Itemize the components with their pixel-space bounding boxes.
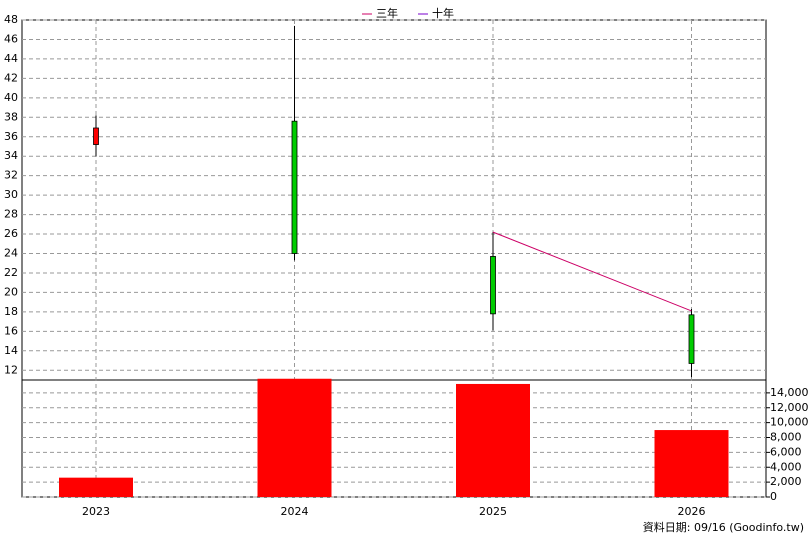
x-tick-label: 2023 <box>82 505 110 518</box>
y-tick-label: 26 <box>4 227 18 240</box>
y2-tick-label: 12,000 <box>770 401 808 414</box>
y2-tick-label: 6,000 <box>770 445 802 458</box>
y2-tick-label: 0 <box>770 490 777 503</box>
volume-bar <box>456 383 530 497</box>
y-tick-label: 22 <box>4 266 18 279</box>
y-tick-label: 16 <box>4 324 18 337</box>
y-tick-label: 36 <box>4 130 18 143</box>
y-tick-label: 20 <box>4 285 18 298</box>
y-tick-label: 14 <box>4 344 18 357</box>
y2-tick-label: 8,000 <box>770 431 802 444</box>
y-tick-label: 24 <box>4 247 18 260</box>
y2-tick-label: 14,000 <box>770 386 808 399</box>
volume-bar <box>654 430 729 497</box>
candle-body <box>93 127 99 145</box>
y2-tick-label: 4,000 <box>770 460 802 473</box>
y-tick-label: 40 <box>4 91 18 104</box>
x-tick-label: 2024 <box>281 505 309 518</box>
y-tick-label: 12 <box>4 363 18 376</box>
y-tick-label: 32 <box>4 169 18 182</box>
y-tick-label: 34 <box>4 149 18 162</box>
footer: 資料日期: 09/16 (Goodinfo.tw) <box>643 520 804 534</box>
legend-label: 十年 <box>432 6 454 20</box>
series-line <box>492 231 692 312</box>
x-tick-label: 2026 <box>678 505 706 518</box>
plot-frame <box>21 19 767 498</box>
volume-bar <box>257 378 332 497</box>
volume-bar <box>59 477 133 497</box>
y2-tick-label: 10,000 <box>770 416 808 429</box>
candle-body <box>291 120 298 254</box>
y-tick-label: 38 <box>4 110 18 123</box>
y2-tick-label: 2,000 <box>770 475 802 488</box>
candle-body <box>688 314 695 364</box>
x-tick-label: 2025 <box>479 505 507 518</box>
y-tick-label: 46 <box>4 32 18 45</box>
y-tick-label: 18 <box>4 305 18 318</box>
y-tick-label: 28 <box>4 208 18 221</box>
y-tick-label: 42 <box>4 71 18 84</box>
y-tick-label: 48 <box>4 13 18 26</box>
legend-label: 三年 <box>376 6 398 20</box>
y-tick-label: 44 <box>4 52 18 65</box>
candle-body <box>490 256 496 315</box>
y-tick-label: 30 <box>4 188 18 201</box>
